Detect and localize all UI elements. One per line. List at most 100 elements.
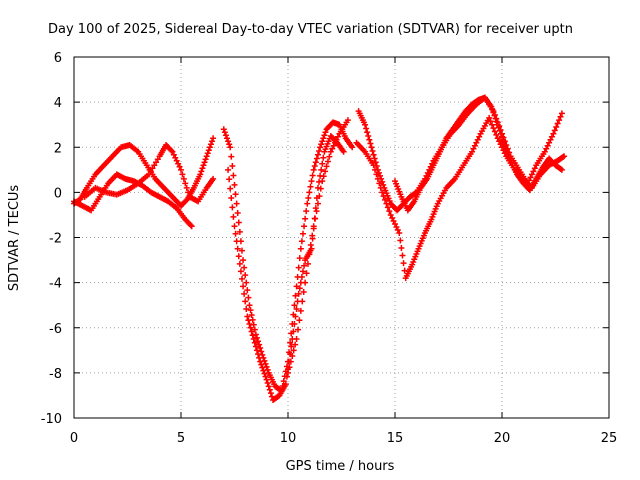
data-point: [400, 260, 407, 267]
data-point: [557, 113, 564, 120]
data-point: [307, 183, 314, 190]
data-point: [302, 279, 309, 286]
data-point: [225, 166, 232, 173]
data-point: [340, 148, 347, 155]
data-point: [495, 124, 502, 131]
data-point: [554, 120, 561, 127]
data-point: [231, 181, 238, 188]
data-point: [249, 332, 256, 339]
data-point: [227, 185, 234, 192]
data-point: [200, 162, 207, 169]
data-point: [362, 121, 369, 128]
data-point: [292, 292, 299, 299]
data-point: [246, 302, 253, 309]
data-point: [261, 370, 268, 377]
data-point: [312, 215, 319, 222]
data-point: [262, 373, 269, 380]
data-point: [318, 166, 325, 173]
y-tick-label: 6: [54, 51, 62, 66]
data-point: [390, 217, 397, 224]
data-point: [558, 166, 565, 173]
data-point: [401, 267, 408, 274]
data-point: [309, 232, 316, 239]
data-point: [187, 222, 194, 229]
data-point: [180, 175, 187, 182]
data-point: [531, 165, 538, 172]
data-point: [363, 125, 370, 132]
y-tick-label: 4: [54, 96, 62, 111]
data-point: [149, 165, 156, 172]
data-point: [307, 242, 314, 249]
data-point: [541, 148, 548, 155]
data-point: [314, 184, 321, 191]
data-point: [312, 159, 319, 166]
data-point: [221, 129, 228, 136]
data-point: [241, 290, 248, 297]
chart-title: Day 100 of 2025, Sidereal Day-to-day VTE…: [48, 22, 573, 37]
data-layer: [71, 94, 568, 403]
data-point: [260, 367, 267, 374]
data-point: [398, 245, 405, 252]
data-point: [320, 173, 327, 180]
data-point: [370, 162, 377, 169]
data-point: [202, 156, 209, 163]
data-point: [229, 204, 236, 211]
data-point: [179, 171, 186, 178]
y-tick-label: -2: [49, 232, 62, 247]
data-point: [303, 270, 310, 277]
data-point: [248, 328, 255, 335]
data-point: [558, 110, 565, 117]
data-point: [386, 208, 393, 215]
data-point: [266, 386, 273, 393]
data-point: [316, 148, 323, 155]
data-point: [188, 223, 195, 230]
data-point: [323, 163, 330, 170]
data-point: [238, 247, 245, 254]
data-point: [206, 144, 213, 151]
data-point: [224, 135, 231, 142]
data-point: [236, 260, 243, 267]
data-point: [527, 174, 534, 181]
data-point: [250, 321, 257, 328]
data-point: [505, 151, 512, 158]
data-point: [319, 178, 326, 185]
data-point: [287, 339, 294, 346]
data-point: [243, 279, 250, 286]
data-point: [556, 117, 563, 124]
data-point: [493, 118, 500, 125]
data-point: [294, 326, 301, 333]
y-tick-label: 2: [54, 141, 62, 156]
data-point: [255, 351, 262, 358]
data-point: [235, 253, 242, 260]
data-point: [293, 336, 300, 343]
data-point: [183, 184, 190, 191]
y-tick-label: -4: [49, 277, 62, 292]
data-point: [553, 123, 560, 130]
data-point: [344, 117, 351, 124]
data-point: [226, 141, 233, 148]
data-point: [240, 283, 247, 290]
data-point: [295, 290, 302, 297]
data-point: [203, 153, 210, 160]
data-point: [373, 171, 380, 178]
data-point: [178, 166, 184, 173]
data-point: [197, 171, 204, 178]
data-point: [499, 144, 505, 151]
data-point: [230, 213, 237, 220]
data-point: [290, 328, 297, 335]
data-point: [474, 136, 481, 143]
data-point: [154, 156, 161, 163]
data-point: [299, 230, 306, 237]
data-point: [494, 121, 501, 128]
y-tick-label: 0: [54, 186, 62, 201]
data-point: [251, 326, 258, 333]
data-point: [256, 354, 263, 361]
data-point: [226, 176, 233, 183]
data-point: [547, 136, 554, 143]
data-point: [301, 223, 308, 230]
data-point: [267, 390, 274, 397]
data-point: [369, 148, 376, 155]
data-point: [490, 109, 497, 116]
data-point: [168, 147, 175, 154]
data-point: [317, 144, 324, 151]
